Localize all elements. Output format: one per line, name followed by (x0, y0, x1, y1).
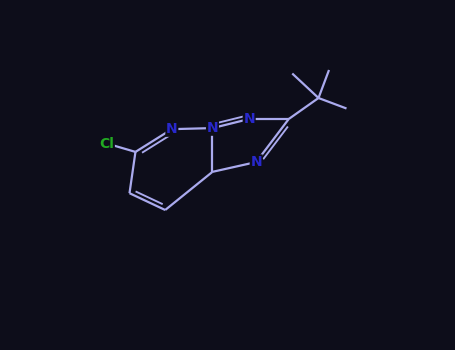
Text: N: N (166, 122, 177, 136)
Text: N: N (250, 155, 262, 169)
Text: Cl: Cl (99, 136, 114, 150)
Text: N: N (243, 112, 255, 126)
Text: N: N (207, 121, 218, 135)
